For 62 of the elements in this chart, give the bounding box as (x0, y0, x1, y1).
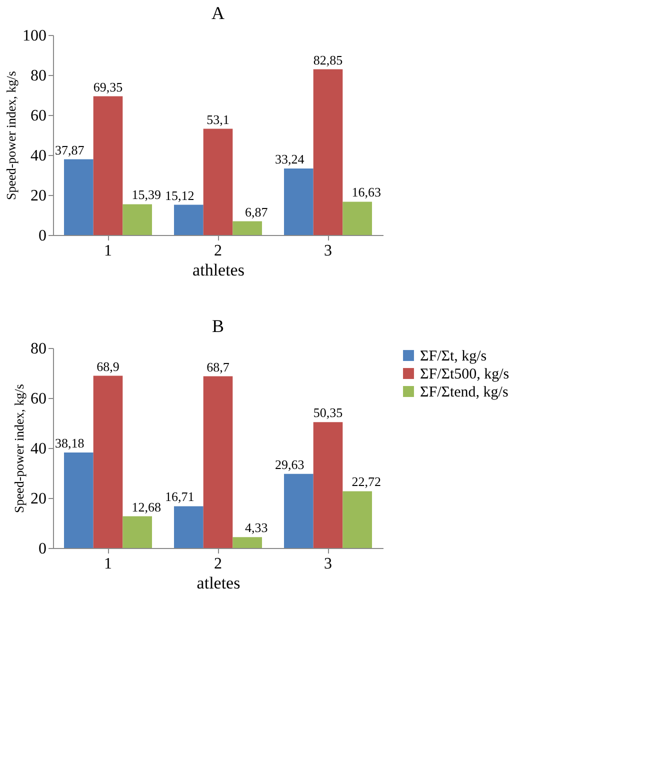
data-label: 38,18 (55, 436, 84, 451)
y-tick-label: 20 (30, 490, 46, 508)
data-label: 68,7 (206, 359, 230, 374)
bar (93, 376, 123, 548)
x-axis-title: athletes (192, 260, 244, 280)
legend-label: ΣF/Σtend, kg/s (420, 384, 508, 400)
bar (313, 69, 343, 235)
x-tick-label: 2 (214, 556, 222, 572)
bar (284, 474, 314, 548)
x-tick-label: 2 (214, 242, 222, 260)
data-label: 33,24 (275, 152, 305, 167)
data-label: 53,1 (206, 112, 230, 127)
data-label: 16,63 (352, 184, 381, 200)
data-label: 82,85 (313, 52, 343, 68)
y-tick-label: 0 (38, 540, 46, 558)
bar (203, 128, 233, 235)
y-tick-label: 40 (30, 148, 46, 164)
x-tick-label: 3 (324, 556, 332, 572)
bar (64, 159, 94, 235)
y-tick-label: 60 (30, 390, 46, 408)
y-tick-label: 0 (38, 228, 46, 244)
x-tick-label: 1 (104, 242, 112, 260)
bar (342, 491, 372, 548)
chart-title: A (212, 3, 224, 23)
bar (203, 376, 233, 548)
bar (284, 168, 314, 235)
data-label: 15,12 (165, 188, 194, 203)
bar (232, 221, 262, 235)
x-axis-title: atletes (196, 574, 240, 592)
bar (174, 204, 204, 235)
y-axis-title: Speed-power index, kg/s (12, 384, 26, 513)
data-label: 4,33 (244, 520, 268, 536)
data-label: 29,63 (275, 456, 304, 472)
data-label: 16,71 (165, 489, 194, 504)
data-label: 12,68 (132, 499, 161, 514)
data-label: 50,35 (313, 405, 343, 420)
bar (232, 537, 262, 548)
y-tick-label: 40 (30, 440, 46, 458)
data-label: 6,87 (244, 204, 268, 220)
y-tick-label: 80 (30, 68, 46, 84)
y-tick-label: 60 (30, 108, 46, 124)
bar (64, 452, 94, 548)
y-axis-title: Speed-power index, kg/s (4, 71, 18, 200)
chart-title: B (212, 316, 224, 336)
y-tick-label: 20 (30, 188, 46, 204)
bar (342, 202, 372, 235)
data-label: 69,35 (93, 79, 123, 94)
y-tick-label: 80 (30, 340, 46, 358)
data-label: 22,72 (352, 474, 381, 490)
legend-label: ΣF/Σt500, kg/s (420, 366, 510, 382)
x-tick-label: 3 (324, 242, 332, 260)
data-label: 15,39 (132, 187, 161, 202)
bar (93, 96, 123, 235)
y-tick-label: 100 (22, 28, 46, 44)
data-label: 37,87 (55, 142, 85, 158)
bar (122, 516, 152, 548)
data-label: 68,9 (96, 358, 120, 374)
legend-label: ΣF/Σt, kg/s (420, 348, 487, 364)
bar (122, 204, 152, 235)
bar (313, 422, 343, 548)
bar (174, 506, 204, 548)
x-tick-label: 1 (104, 556, 112, 572)
